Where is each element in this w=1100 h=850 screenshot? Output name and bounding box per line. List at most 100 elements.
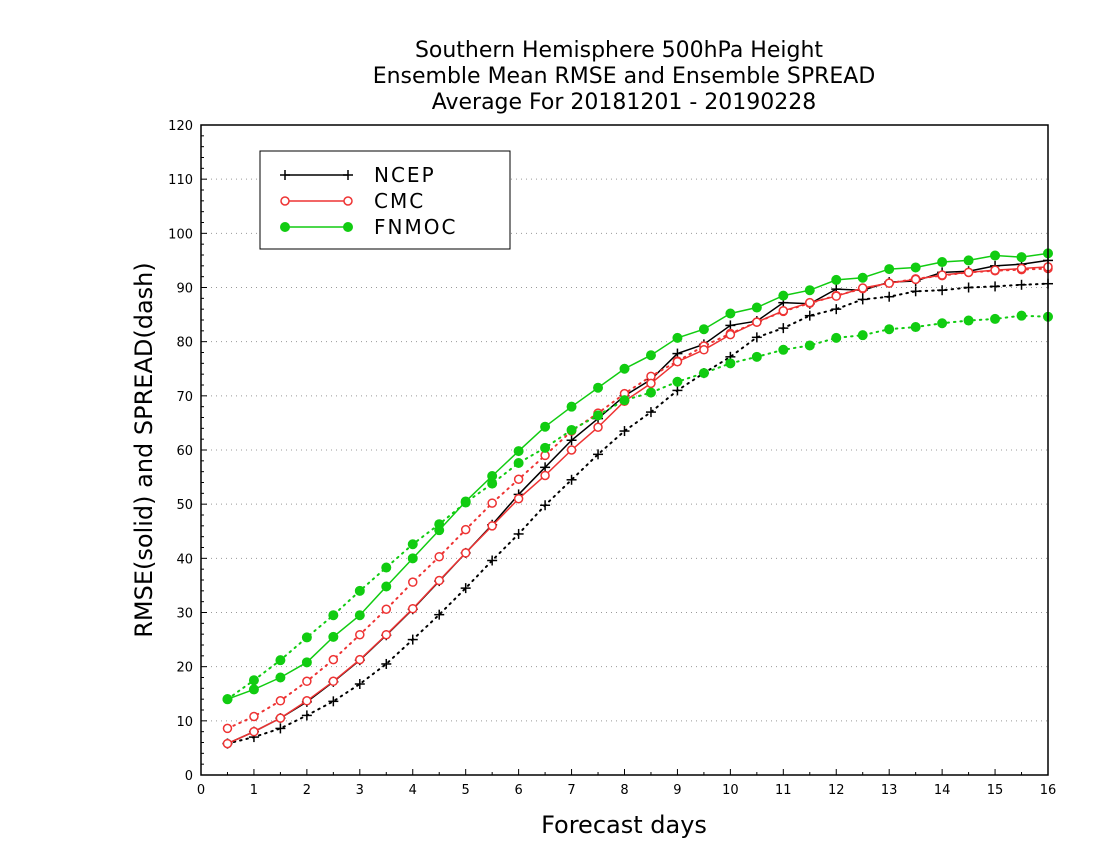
series-fnmoc-spread-point-12 [540, 442, 551, 453]
x-tick-label-13: 13 [881, 783, 898, 798]
series-fnmoc-spread-point-22 [804, 340, 815, 351]
series-fnmoc-spread-point-18 [698, 368, 709, 379]
series-ncep-spread-point-7 [407, 634, 418, 645]
series-cmc-rmse-point-26 [910, 274, 921, 285]
series-fnmoc-spread-point-30 [1016, 310, 1027, 321]
chart-title-line-3: Average For 20181201 - 20190228 [432, 90, 817, 115]
series-cmc-spread-point-2 [275, 696, 286, 706]
chart-title-line-2: Ensemble Mean RMSE and Ensemble SPREAD [373, 64, 876, 89]
series-fnmoc-spread-point-4 [328, 610, 339, 621]
legend-marker-left-cmc [280, 196, 290, 206]
chart-title: Southern Hemisphere 500hPa Height Ensemb… [373, 38, 876, 115]
x-tick-label-16: 16 [1040, 783, 1057, 798]
x-tick-label-0: 0 [197, 783, 205, 798]
series-fnmoc-rmse-point-21 [778, 290, 789, 301]
series-fnmoc-rmse-point-1 [248, 684, 259, 695]
series-cmc-spread-point-7 [408, 577, 418, 587]
series-fnmoc-spread-point-11 [513, 458, 524, 468]
series-fnmoc-rmse-point-15 [619, 363, 630, 374]
series-fnmoc-rmse-point-22 [804, 285, 815, 296]
series-cmc-rmse-point-20 [752, 317, 762, 327]
series-ncep-spread-point-5 [354, 679, 365, 689]
y-tick-label-70: 70 [176, 390, 193, 405]
series-fnmoc-rmse-point-10 [487, 471, 498, 481]
series-ncep-spread-point-27 [937, 285, 948, 296]
series-ncep-spread-point-6 [381, 658, 392, 669]
grid-lines [201, 178, 1048, 722]
legend-label-ncep: NCEP [374, 163, 436, 187]
series-cmc-spread-point-4 [328, 654, 339, 665]
series-cmc-spread-point-11 [513, 474, 524, 484]
series-fnmoc-rmse-point-24 [857, 272, 868, 283]
series-ncep-spread-point-2 [275, 723, 286, 734]
series-cmc-rmse-point-4 [328, 676, 339, 687]
series-fnmoc-rmse-point-27 [937, 257, 948, 268]
x-axis-label: Forecast days [541, 811, 707, 839]
series-cmc-rmse-point-19 [725, 329, 736, 340]
series-fnmoc-spread-point-2 [275, 655, 286, 666]
series-cmc-rmse-point-16 [646, 378, 656, 389]
series-fnmoc-spread-point-7 [407, 539, 418, 550]
series-fnmoc-rmse-point-29 [990, 250, 1001, 261]
legend-label-fnmoc: FNMOC [374, 215, 457, 239]
y-tick-label-120: 120 [168, 119, 193, 134]
series-fnmoc-spread-point-1 [248, 675, 259, 686]
series-ncep-spread-point-16 [645, 407, 656, 418]
series-cmc-rmse-point-6 [381, 629, 392, 640]
legend-marker-right-ncep [343, 170, 353, 180]
series-fnmoc-rmse-point-9 [460, 496, 471, 507]
series-fnmoc-spread-point-3 [301, 632, 312, 643]
series-cmc-rmse-point-30 [1016, 263, 1027, 274]
legend-marker-right-fnmoc [343, 222, 353, 232]
series-fnmoc-spread-point-23 [831, 332, 842, 343]
x-tick-label-15: 15 [987, 783, 1004, 798]
series-cmc-rmse-point-3 [302, 696, 312, 706]
x-tick-label-6: 6 [514, 783, 522, 798]
series-fnmoc-rmse-point-5 [354, 610, 365, 621]
series-cmc-spread-point-5 [355, 629, 365, 640]
series-cmc-spread-point-6 [381, 604, 392, 614]
x-tick-label-7: 7 [567, 783, 575, 798]
series-cmc-spread-point-0 [222, 723, 233, 734]
series-fnmoc-rmse-point-11 [513, 446, 524, 457]
series-cmc-spread-point-3 [302, 676, 312, 687]
y-tick-label-50: 50 [176, 498, 193, 513]
series-fnmoc-spread-point-27 [937, 318, 948, 329]
series-cmc-rmse-point-25 [884, 278, 894, 288]
series-fnmoc-rmse-point-25 [884, 264, 895, 275]
series-ncep-spread-point-4 [328, 696, 339, 707]
x-tick-label-11: 11 [775, 783, 792, 798]
y-tick-label-100: 100 [168, 227, 193, 242]
series-fnmoc-rmse-point-12 [540, 421, 551, 432]
series-ncep-spread-point-29 [990, 281, 1001, 292]
series-fnmoc-rmse-point-3 [301, 657, 312, 668]
series-cmc-rmse-point-24 [857, 283, 868, 293]
series-cmc-rmse-point-9 [460, 548, 471, 558]
series-fnmoc-rmse-point-7 [407, 553, 418, 564]
y-tick-label-60: 60 [176, 444, 193, 459]
x-tick-label-12: 12 [828, 783, 845, 798]
series-cmc-spread-point-10 [487, 498, 497, 508]
series-cmc-rmse-point-0 [222, 738, 233, 749]
series-fnmoc-rmse-point-28 [963, 255, 974, 266]
series-fnmoc-rmse-point-26 [910, 262, 921, 273]
y-tick-label-40: 40 [176, 552, 193, 567]
x-tick-label-5: 5 [462, 783, 470, 798]
series-ncep-spread-point-12 [540, 500, 551, 511]
legend-label-cmc: CMC [374, 189, 425, 213]
legend-item-ncep: NCEP [280, 163, 436, 187]
x-tick-label-14: 14 [934, 783, 951, 798]
series-ncep-rmse-point-13 [566, 435, 577, 446]
series-ncep-spread-point-20 [751, 332, 762, 343]
legend-box [259, 150, 511, 250]
series-fnmoc-spread-point-24 [857, 330, 868, 341]
x-tick-label-10: 10 [722, 783, 739, 798]
series-fnmoc-rmse-point-13 [566, 401, 577, 412]
series-fnmoc-rmse-point-16 [645, 350, 656, 361]
series-ncep-spread-point-3 [301, 710, 312, 721]
series-ncep-spread-point-30 [1016, 279, 1027, 290]
series-cmc-spread-point-8 [434, 551, 444, 562]
plot-frame [200, 124, 1049, 776]
